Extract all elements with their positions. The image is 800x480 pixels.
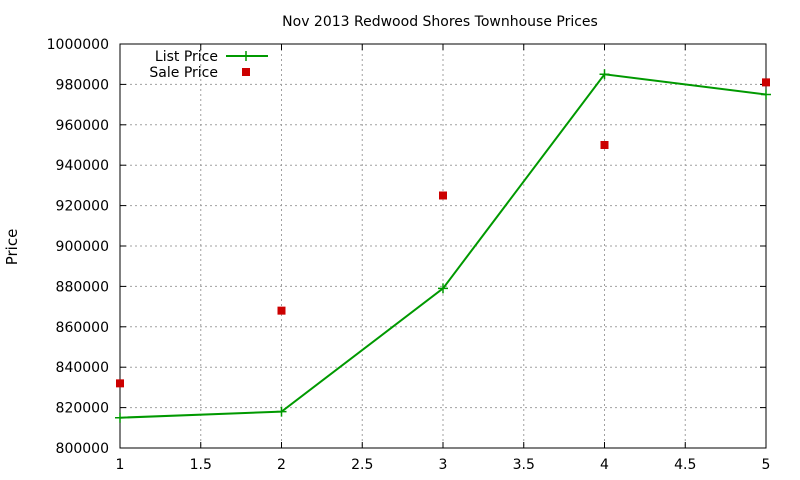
legend-label: Sale Price (149, 65, 218, 81)
x-tick-label: 2.5 (351, 457, 373, 473)
y-tick-label: 980000 (56, 77, 109, 93)
x-tick-label: 1 (116, 457, 125, 473)
legend-marker (241, 51, 251, 61)
y-tick-label: 900000 (56, 239, 109, 255)
y-tick-label: 820000 (56, 401, 109, 417)
y-axis-label: Price (3, 229, 21, 266)
data-point (762, 78, 770, 87)
data-point (277, 306, 286, 315)
chart-title: Nov 2013 Redwood Shores Townhouse Prices (282, 14, 598, 30)
data-point (600, 141, 609, 149)
x-tick-label: 4 (600, 457, 609, 473)
series-1 (116, 78, 770, 388)
x-tick-label: 3.5 (513, 457, 535, 473)
data-point (115, 412, 125, 423)
y-tick-label: 860000 (56, 320, 109, 336)
y-tick-label: 800000 (56, 441, 109, 457)
y-tick-label: 940000 (56, 158, 109, 174)
x-tick-label: 1.5 (190, 457, 212, 473)
series-0 (115, 69, 771, 423)
y-tick-label: 840000 (56, 360, 109, 376)
data-point (599, 69, 610, 80)
x-tick-label: 5 (762, 457, 771, 473)
grid-lines (120, 44, 766, 448)
axis-ticks: 1 1.5 2 2.5 3 3.5 4 4.5 5 800000 820000 840000 86000… (47, 37, 771, 473)
data-point (116, 379, 124, 388)
legend-marker (242, 68, 250, 76)
y-tick-label: 920000 (56, 199, 109, 215)
y-tick-label: 1000000 (47, 37, 109, 53)
x-tick-label: 2 (277, 457, 286, 473)
data-point (438, 283, 448, 294)
series-layer (115, 69, 771, 423)
data-point (439, 191, 447, 200)
data-point (276, 406, 287, 417)
y-tick-label: 880000 (56, 279, 109, 295)
y-tick-label: 960000 (56, 118, 109, 134)
data-point (761, 89, 771, 100)
x-tick-label: 3 (439, 457, 448, 473)
x-tick-label: 4.5 (674, 457, 696, 473)
legend-label: List Price (155, 49, 218, 65)
plot-frame (119, 43, 767, 449)
